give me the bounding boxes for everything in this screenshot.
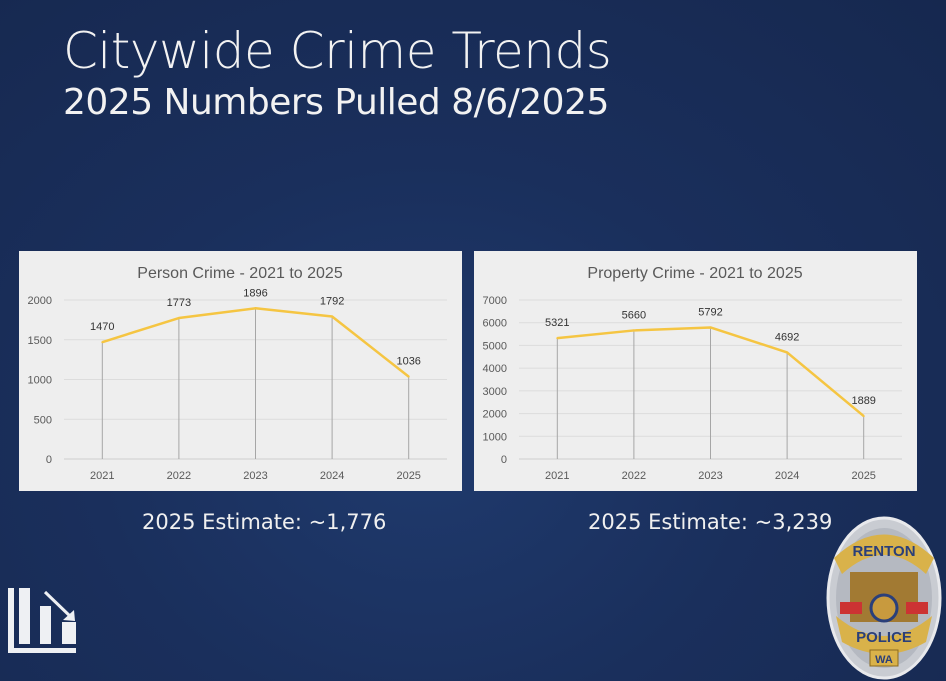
data-label: 1889: [851, 395, 875, 407]
property-crime-estimate: 2025 Estimate: ~3,239: [588, 510, 833, 534]
x-tick-label: 2021: [545, 470, 569, 482]
bar-chart-decrease-icon: [8, 588, 76, 653]
data-point: [862, 415, 865, 418]
y-tick-label: 2000: [28, 295, 52, 307]
person-crime-estimate: 2025 Estimate: ~1,776: [142, 510, 387, 534]
y-tick-label: 3000: [483, 386, 507, 398]
data-point: [331, 315, 334, 318]
data-point: [177, 317, 180, 320]
data-label: 5792: [698, 306, 722, 318]
y-tick-label: 5000: [483, 340, 507, 352]
y-tick-label: 500: [34, 414, 52, 426]
y-tick-label: 0: [501, 454, 507, 466]
person-crime-chart-svg: Person Crime - 2021 to 2025 0 500 1000 1500 2…: [28, 265, 447, 482]
chart-title: Person Crime - 2021 to 2025: [137, 265, 343, 282]
data-label: 4692: [775, 331, 799, 343]
x-tick-label: 2025: [396, 470, 420, 482]
data-label: 1792: [320, 296, 344, 308]
x-tick-label: 2022: [167, 470, 191, 482]
page-title: Citywide Crime Trends: [63, 22, 612, 80]
property-crime-chart: Property Crime - 2021 to 2025 0 1000 2000 30…: [474, 251, 917, 491]
y-tick-label: 0: [46, 454, 52, 466]
data-point: [786, 351, 789, 354]
badge-bottom-text: WA: [875, 654, 893, 666]
badge-middle-text: POLICE: [856, 629, 912, 646]
y-tick-label: 1000: [483, 431, 507, 443]
data-point: [632, 329, 635, 332]
chart-title: Property Crime - 2021 to 2025: [587, 265, 802, 282]
x-tick-label: 2023: [243, 470, 267, 482]
x-tick-label: 2021: [90, 470, 114, 482]
page-subtitle: 2025 Numbers Pulled 8/6/2025: [63, 82, 609, 123]
badge-top-text: RENTON: [852, 543, 915, 560]
x-tick-label: 2024: [320, 470, 344, 482]
y-tick-label: 4000: [483, 363, 507, 375]
data-point: [101, 341, 104, 344]
data-point: [407, 375, 410, 378]
person-crime-chart: Person Crime - 2021 to 2025 0 500 1000 1500 2…: [19, 251, 462, 491]
data-point: [709, 326, 712, 329]
data-label: 1896: [243, 287, 267, 299]
y-tick-label: 1000: [28, 375, 52, 387]
y-tick-label: 7000: [483, 295, 507, 307]
property-crime-chart-svg: Property Crime - 2021 to 2025 0 1000 2000 30…: [483, 265, 902, 482]
data-label: 1773: [167, 297, 191, 309]
y-tick-label: 6000: [483, 318, 507, 330]
y-tick-label: 2000: [483, 409, 507, 421]
data-label: 5660: [622, 309, 646, 321]
data-label: 1036: [396, 356, 420, 368]
y-tick-label: 1500: [28, 335, 52, 347]
x-tick-label: 2023: [698, 470, 722, 482]
x-tick-label: 2025: [851, 470, 875, 482]
data-point: [254, 307, 257, 310]
x-tick-label: 2024: [775, 470, 799, 482]
data-point: [556, 337, 559, 340]
data-label: 1470: [90, 321, 114, 333]
x-tick-label: 2022: [622, 470, 646, 482]
renton-police-badge-logo: RENTON POLICE WA: [826, 516, 942, 680]
data-label: 5321: [545, 317, 569, 329]
